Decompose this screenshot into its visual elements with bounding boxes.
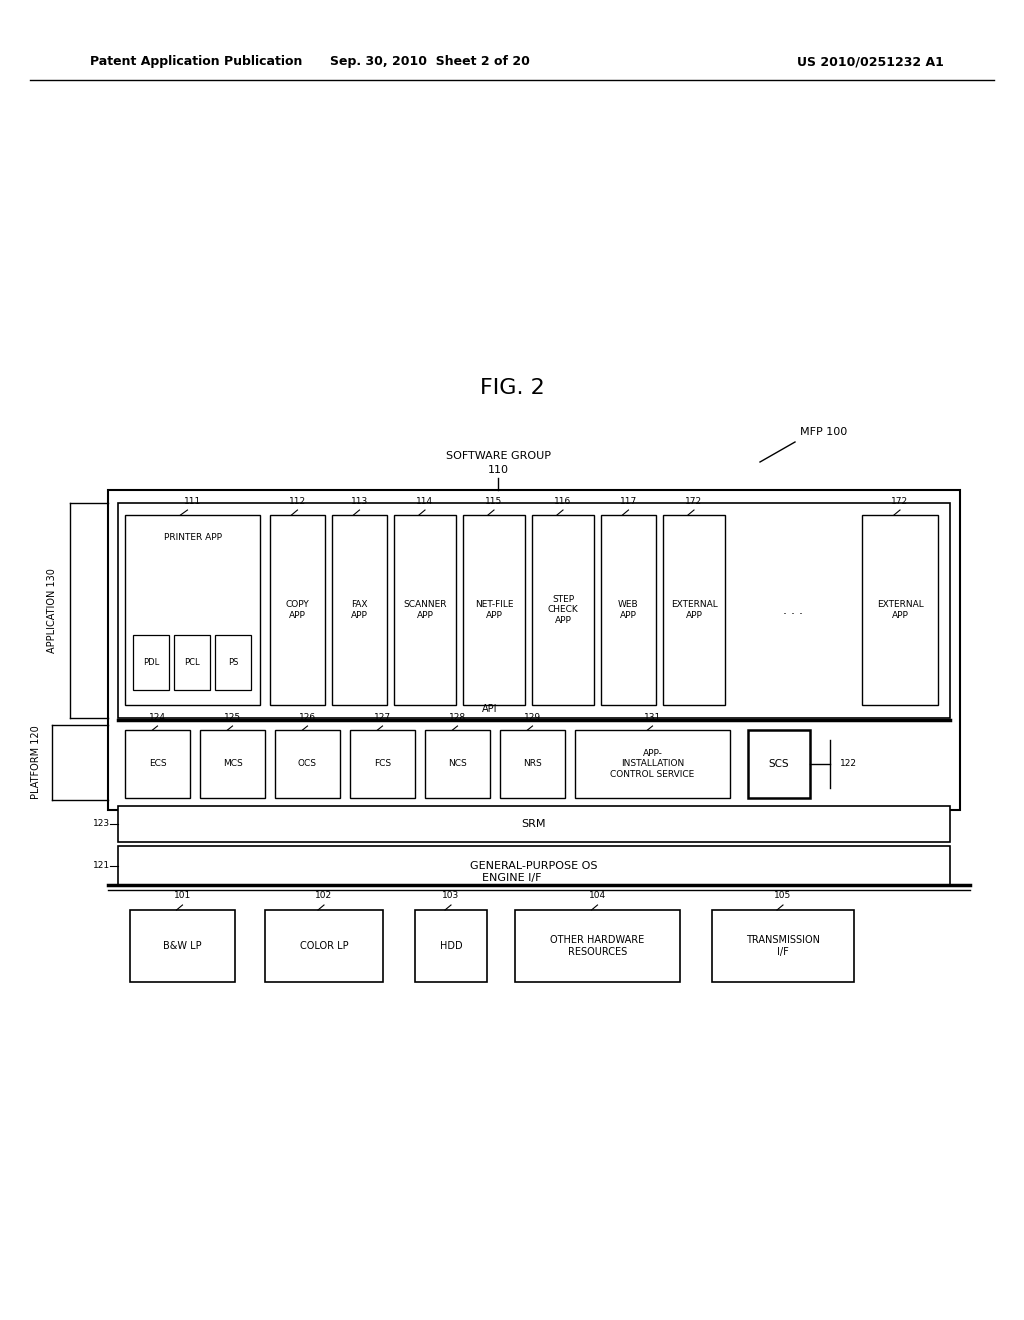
Text: TRANSMISSION
I/F: TRANSMISSION I/F [746, 935, 820, 957]
Text: GENERAL-PURPOSE OS: GENERAL-PURPOSE OS [470, 861, 598, 871]
Text: APPLICATION 130: APPLICATION 130 [47, 568, 57, 653]
Bar [394, 515, 456, 705]
Text: ECS: ECS [148, 759, 166, 768]
Text: OCS: OCS [298, 759, 317, 768]
Text: FIG. 2: FIG. 2 [479, 378, 545, 399]
Text: FCS: FCS [374, 759, 391, 768]
Text: US 2010/0251232 A1: US 2010/0251232 A1 [797, 55, 943, 69]
Text: WEB
APP: WEB APP [618, 601, 639, 619]
Text: 123: 123 [93, 820, 110, 829]
Bar [108, 490, 961, 810]
Text: 121: 121 [93, 862, 110, 870]
Bar [515, 909, 680, 982]
Text: 122: 122 [840, 759, 857, 768]
Text: 114: 114 [417, 496, 433, 506]
Text: 102: 102 [315, 891, 333, 900]
Bar [215, 635, 251, 690]
Bar [200, 730, 265, 799]
Text: 172: 172 [892, 496, 908, 506]
Bar [133, 635, 169, 690]
Text: 125: 125 [224, 714, 241, 722]
Text: MFP 100: MFP 100 [800, 426, 847, 437]
Bar [174, 635, 210, 690]
Bar [118, 846, 950, 886]
Text: 127: 127 [374, 714, 391, 722]
Text: HDD: HDD [439, 941, 462, 950]
Bar [463, 515, 525, 705]
Text: NET-FILE
APP: NET-FILE APP [475, 601, 513, 619]
Bar [575, 730, 730, 799]
Bar [350, 730, 415, 799]
Bar [125, 515, 260, 705]
Text: 128: 128 [449, 714, 466, 722]
Text: 126: 126 [299, 714, 316, 722]
Bar [748, 730, 810, 799]
Text: API: API [482, 704, 498, 714]
Text: 101: 101 [174, 891, 191, 900]
Bar [270, 515, 325, 705]
Text: MCS: MCS [222, 759, 243, 768]
Text: 116: 116 [554, 496, 571, 506]
Text: 115: 115 [485, 496, 503, 506]
Bar [125, 730, 190, 799]
Bar [118, 807, 950, 842]
Text: PRINTER APP: PRINTER APP [164, 532, 221, 541]
Bar [663, 515, 725, 705]
Text: STEP
CHECK
APP: STEP CHECK APP [548, 595, 579, 624]
Text: ENGINE I/F: ENGINE I/F [482, 873, 542, 883]
Text: 104: 104 [589, 891, 606, 900]
Bar [425, 730, 490, 799]
Text: OTHER HARDWARE
RESOURCES: OTHER HARDWARE RESOURCES [550, 935, 645, 957]
Text: SOFTWARE GROUP: SOFTWARE GROUP [445, 451, 551, 461]
Text: PLATFORM 120: PLATFORM 120 [31, 726, 41, 800]
Text: NCS: NCS [449, 759, 467, 768]
Text: Patent Application Publication: Patent Application Publication [90, 55, 302, 69]
Bar [275, 730, 340, 799]
Text: 103: 103 [442, 891, 460, 900]
Text: 124: 124 [150, 714, 166, 722]
Bar [118, 503, 950, 718]
Bar [862, 515, 938, 705]
Text: 113: 113 [351, 496, 368, 506]
Text: COPY
APP: COPY APP [286, 601, 309, 619]
Text: NRS: NRS [523, 759, 542, 768]
Text: 117: 117 [620, 496, 637, 506]
Text: APP-
INSTALLATION
CONTROL SERVICE: APP- INSTALLATION CONTROL SERVICE [610, 750, 694, 779]
Text: PS: PS [227, 657, 239, 667]
Text: 131: 131 [644, 714, 662, 722]
Text: SCS: SCS [769, 759, 790, 770]
Text: 105: 105 [774, 891, 792, 900]
Bar [601, 515, 656, 705]
Text: PDL: PDL [143, 657, 159, 667]
Bar [415, 909, 487, 982]
Bar [130, 909, 234, 982]
Text: FAX
APP: FAX APP [351, 601, 368, 619]
Bar [532, 515, 594, 705]
Text: 110: 110 [487, 465, 509, 475]
Text: 129: 129 [524, 714, 541, 722]
Bar [712, 909, 854, 982]
Bar [332, 515, 387, 705]
Bar [265, 909, 383, 982]
Text: COLOR LP: COLOR LP [300, 941, 348, 950]
Text: SRM: SRM [522, 818, 546, 829]
Text: 172: 172 [685, 496, 702, 506]
Text: . . .: . . . [783, 603, 803, 616]
Text: Sep. 30, 2010  Sheet 2 of 20: Sep. 30, 2010 Sheet 2 of 20 [330, 55, 530, 69]
Text: PCL: PCL [184, 657, 200, 667]
Text: EXTERNAL
APP: EXTERNAL APP [671, 601, 718, 619]
Text: SCANNER
APP: SCANNER APP [403, 601, 446, 619]
Text: B&W LP: B&W LP [163, 941, 202, 950]
Bar [500, 730, 565, 799]
Text: 112: 112 [289, 496, 306, 506]
Text: 111: 111 [184, 496, 201, 506]
Text: EXTERNAL
APP: EXTERNAL APP [877, 601, 924, 619]
